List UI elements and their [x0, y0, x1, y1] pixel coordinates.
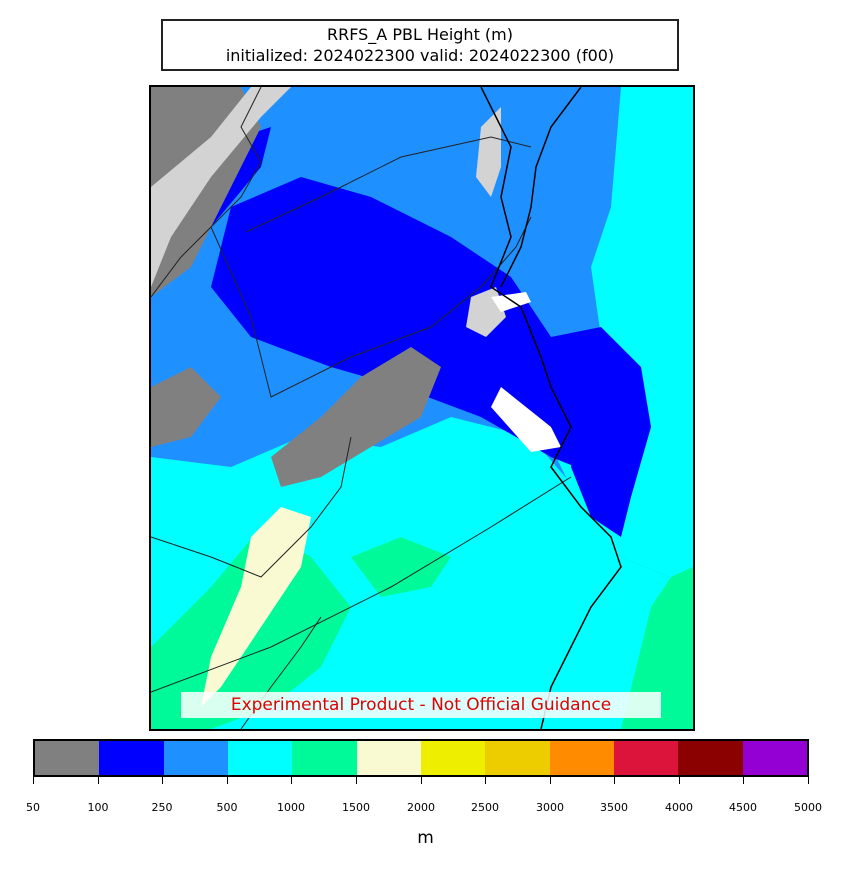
water-bay-north — [491, 292, 531, 312]
colorbar-segment — [356, 741, 421, 775]
colorbar-tick-label: 50 — [26, 801, 40, 814]
colorbar-tick-label: 5000 — [794, 801, 822, 814]
state-boundary-2 — [210, 216, 532, 398]
colorbar-tick — [421, 777, 422, 784]
band-1000-1500-se — [621, 567, 693, 729]
colorbar-tick-label: 3000 — [536, 801, 564, 814]
band-100-250-coast — [551, 327, 651, 537]
colorbar-unit-label: m — [417, 828, 434, 848]
colorbar-tick — [550, 777, 551, 784]
colorbar-tick — [485, 777, 486, 784]
colorbar-tick-label: 2500 — [471, 801, 499, 814]
map-panel — [149, 85, 695, 731]
colorbar-tick — [808, 777, 809, 784]
colorbar-tick — [679, 777, 680, 784]
state-boundary-1 — [151, 87, 262, 298]
colorbar-tick — [356, 777, 357, 784]
colorbar-tick — [743, 777, 744, 784]
colorbar-segment — [163, 741, 228, 775]
colorbar-tick — [162, 777, 163, 784]
colorbar-segment — [485, 741, 550, 775]
colorbar-segment — [678, 741, 743, 775]
chart-subtitle: initialized: 2024022300 valid: 202402230… — [225, 46, 615, 65]
colorbar-segment — [549, 741, 614, 775]
chart-title: RRFS_A PBL Height (m) — [326, 25, 513, 44]
colorbar-tick-label: 2000 — [407, 801, 435, 814]
colorbar-tick — [291, 777, 292, 784]
state-boundary-5 — [151, 436, 352, 578]
no-data-northwest — [151, 87, 291, 287]
colorbar-segment — [292, 741, 357, 775]
colorbar-tick-label: 4500 — [729, 801, 757, 814]
state-boundary-4 — [151, 476, 572, 693]
colorbar-ticks: 50 100 250 500 1000 1500 2000 2500 3000 3500 4000 4… — [26, 777, 822, 814]
colorbar-tick-label: 100 — [87, 801, 109, 814]
colorbar-tick — [33, 777, 34, 784]
colorbar-tick — [614, 777, 615, 784]
colorbar-segment — [613, 741, 679, 775]
pbl-height-map — [151, 87, 693, 729]
coastline — [480, 87, 622, 729]
colorbar-segment — [99, 741, 164, 775]
colorbar-tick-label: 250 — [151, 801, 173, 814]
band-50-100-patch — [151, 367, 221, 447]
state-boundary-3 — [245, 136, 532, 233]
band-1500-2000 — [201, 507, 311, 707]
colorbar-segment — [227, 741, 293, 775]
band-50-100-ridge — [271, 347, 441, 487]
water-bay-south — [491, 387, 561, 452]
colorbar-tick-label: 1000 — [277, 801, 305, 814]
colorbar-tick — [227, 777, 228, 784]
colorbar-tick-label: 4000 — [665, 801, 693, 814]
colorbar-segment — [742, 741, 807, 775]
colorbar — [33, 739, 809, 777]
chart-title-box: RRFS_A PBL Height (m) initialized: 20240… — [161, 19, 679, 71]
colorbar-segment — [420, 741, 486, 775]
band-1000-1500-mid — [351, 537, 451, 597]
no-data-north — [476, 107, 501, 197]
colorbar-tick — [98, 777, 99, 784]
coastline-east — [500, 87, 582, 288]
colorbar-segment — [35, 741, 100, 775]
disclaimer-label: Experimental Product - Not Official Guid… — [181, 692, 661, 718]
colorbar-tick-label: 1500 — [342, 801, 370, 814]
colorbar-tick-label: 3500 — [600, 801, 628, 814]
colorbar-tick-label: 500 — [216, 801, 238, 814]
